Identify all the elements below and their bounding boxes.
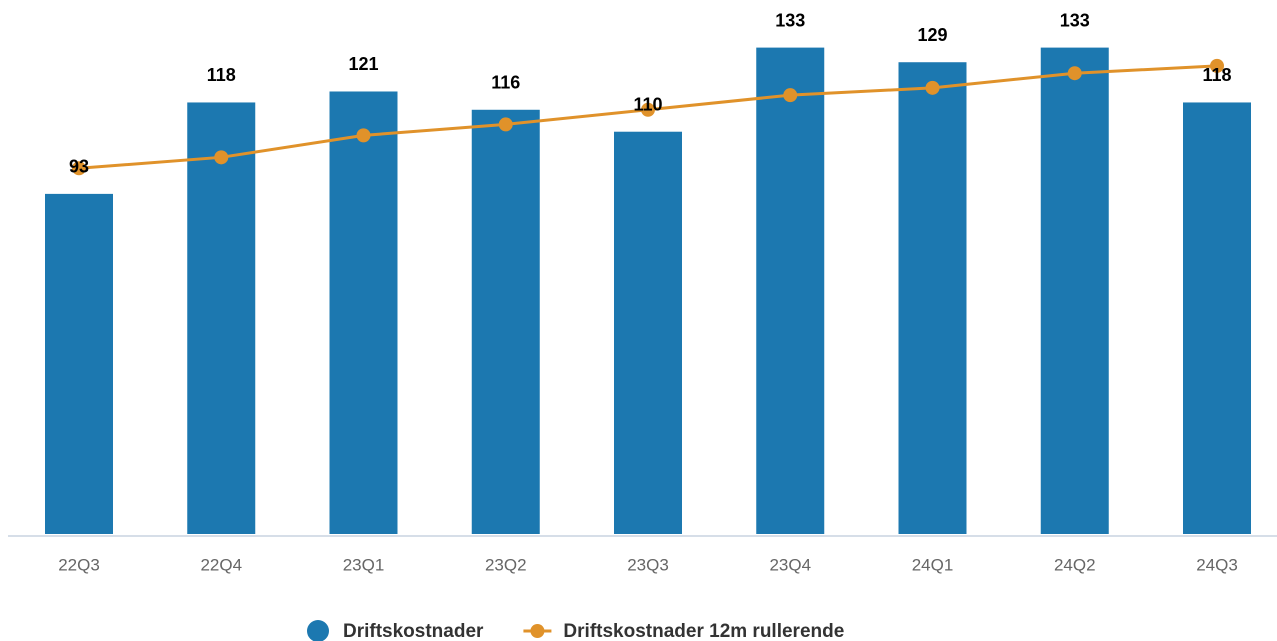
data-label: 133: [1060, 10, 1090, 30]
bar: [1040, 47, 1109, 534]
legend-label: Driftskostnader: [343, 621, 484, 641]
line-marker: [641, 102, 655, 117]
data-label: 118: [207, 65, 236, 85]
bar: [187, 102, 256, 534]
bar: [1183, 102, 1251, 534]
x-tick-label: 24Q1: [912, 555, 954, 574]
data-label: 116: [491, 73, 520, 93]
line-marker: [214, 150, 229, 165]
line-marker: [1210, 58, 1224, 73]
line-marker: [925, 80, 940, 95]
x-tick-label: 24Q3: [1196, 555, 1238, 574]
x-tick-label: 23Q4: [769, 555, 811, 574]
line-marker: [498, 117, 513, 132]
x-tick-label: 22Q3: [58, 555, 100, 574]
line-marker: [1067, 66, 1082, 81]
data-label: 133: [775, 10, 805, 30]
bar: [898, 62, 967, 534]
line-marker: [72, 161, 86, 176]
data-label: 110: [633, 94, 662, 114]
bar: [329, 91, 398, 534]
x-tick-label: 24Q2: [1054, 555, 1096, 574]
x-tick-label: 23Q1: [343, 555, 385, 574]
legend-label: Driftskostnader 12m rullerende: [563, 621, 844, 641]
bar: [471, 109, 540, 535]
x-tick-label: 23Q3: [627, 555, 669, 574]
bar: [614, 131, 682, 534]
legend-swatch: [530, 624, 545, 638]
data-label: 129: [917, 25, 947, 45]
data-label: 93: [69, 157, 89, 177]
data-label: 118: [1202, 65, 1231, 85]
line-marker: [356, 128, 371, 143]
line-marker: [783, 88, 798, 103]
x-tick-label: 23Q2: [485, 555, 527, 574]
bar: [45, 193, 113, 534]
data-label: 121: [348, 54, 378, 74]
bar: [756, 47, 825, 534]
legend-swatch: [307, 620, 329, 641]
x-tick-label: 22Q4: [200, 555, 242, 574]
